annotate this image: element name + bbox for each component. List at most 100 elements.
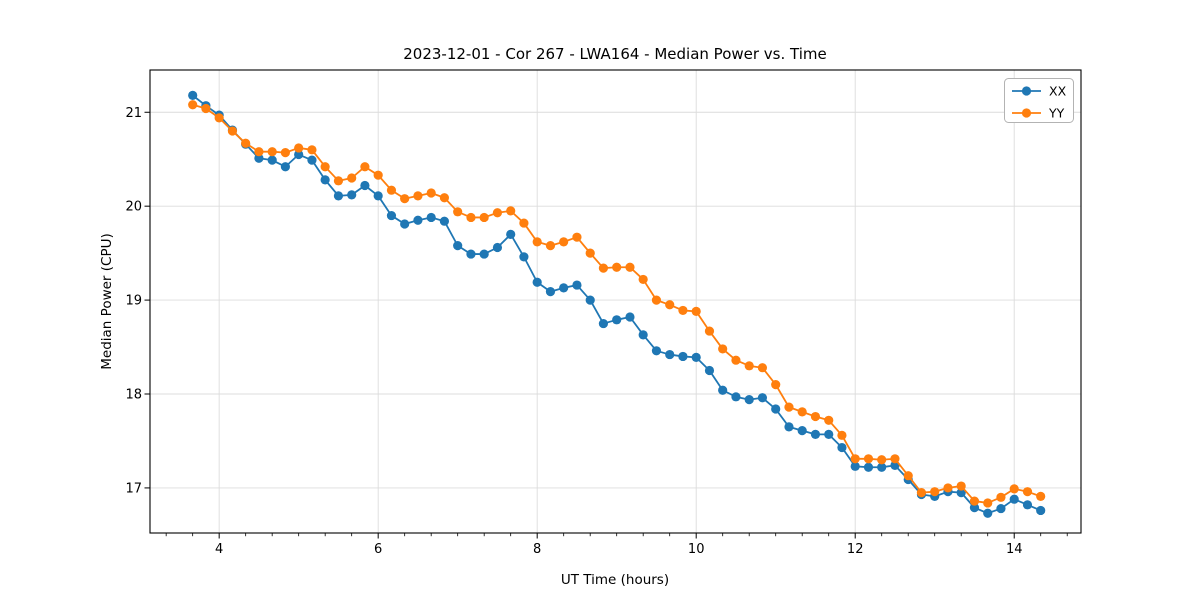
data-point [598,318,609,329]
data-point [294,143,304,153]
data-point [360,162,370,172]
data-point [519,218,529,228]
data-point [837,430,847,440]
y-tick-label: 19 [125,294,142,309]
data-point [744,395,754,405]
data-point [413,191,423,201]
data-point [453,207,463,217]
data-point [625,262,635,272]
data-point [280,162,290,172]
y-tick-label: 21 [125,106,142,121]
data-point [771,404,781,414]
data-point [254,147,264,157]
data-point [665,349,675,360]
data-point [784,402,794,412]
data-point [572,232,582,242]
data-point [824,429,834,439]
data-point [426,188,436,198]
legend-samples [1012,86,1041,118]
series-xx-line [192,94,1042,515]
data-point [426,212,436,223]
data-point [466,249,476,259]
data-point [188,90,198,100]
data-point [320,162,330,172]
data-point [386,185,397,195]
data-point [877,462,887,472]
data-point [227,126,238,136]
data-point [280,148,290,158]
data-point [612,315,622,325]
x-tick-label: 8 [533,542,541,557]
x-tick-label: 6 [374,542,382,557]
plot-border [149,69,1082,534]
data-point [1009,494,1019,504]
data-point [651,295,662,305]
data-point [996,503,1006,514]
data-point [585,295,595,305]
legend-label-yy: YY [1048,106,1065,121]
data-point [400,219,410,229]
legend-marker-sample [1021,108,1032,118]
data-point [254,153,264,163]
data-point [718,385,728,395]
data-point [638,330,648,340]
data-point [956,488,966,498]
data-point [1036,505,1046,516]
data-point [930,487,940,497]
data-point [837,442,847,453]
data-point [797,426,807,436]
x-tick-label: 14 [1006,542,1023,557]
data-point [956,481,966,491]
data-point [651,346,662,356]
data-point [718,344,728,354]
data-point [545,287,556,297]
chart-title: 2023-12-01 - Cor 267 - LWA164 - Median P… [403,45,827,63]
data-point [532,277,542,287]
data-point [294,149,304,160]
data-point [360,180,370,191]
data-point [598,263,609,273]
series-yy-markers [188,100,1046,508]
data-point [704,365,715,376]
data-point [665,300,675,310]
data-point [506,206,516,216]
legend-marker-sample [1021,86,1032,96]
data-point [757,393,768,403]
data-point [585,248,595,258]
data-point [559,283,569,293]
data-point [373,170,383,180]
tick-labels: 4 6 8 10 12 14 17 18 19 20 21 [125,106,1022,557]
axes [144,69,1082,539]
data-point [267,147,277,157]
data-point [969,503,980,513]
data-point [731,355,741,365]
data-point [1036,491,1046,501]
data-point [347,190,357,200]
data-point [612,262,622,272]
data-point [572,280,582,290]
data-point [943,483,953,493]
data-point [863,454,874,464]
data-point [877,455,887,465]
data-point [333,176,344,186]
data-point [731,392,741,402]
legend: XX YY [1004,78,1074,123]
data-point [479,249,489,259]
data-point [320,175,330,185]
data-point [744,361,754,371]
x-axis-label: UT Time (hours) [561,572,669,588]
data-point [771,380,781,390]
data-point [241,138,251,148]
data-point [479,212,489,223]
y-tick-label: 18 [125,388,142,403]
data-point [691,306,701,316]
data-point [824,415,834,425]
data-point [810,411,821,422]
data-point [1022,487,1033,497]
data-point [890,454,900,464]
data-point [439,216,450,226]
data-point [903,471,913,481]
data-point [267,155,277,165]
